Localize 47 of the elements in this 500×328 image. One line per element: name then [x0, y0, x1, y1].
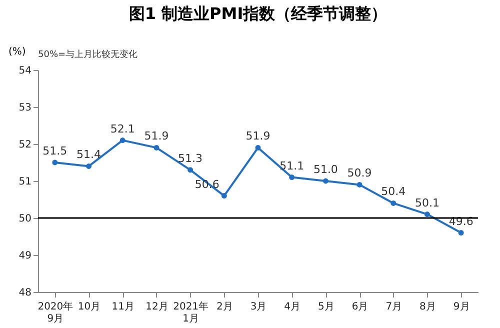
x-tick-label: 7月: [386, 302, 402, 312]
x-tick-label: 12月: [146, 302, 168, 312]
point: [221, 193, 227, 199]
text: 52.1: [110, 122, 135, 136]
point: [120, 138, 126, 144]
text: 50%=与上月比较无变化: [38, 49, 138, 60]
x-tick-label: 2月: [216, 302, 233, 312]
text: 50.1: [414, 196, 440, 210]
text: 51.4: [76, 148, 102, 162]
point: [458, 230, 464, 236]
text: 51.9: [144, 130, 169, 143]
x-tick-label: 2021年 1月: [173, 300, 209, 324]
x-tick-label: 8月: [420, 302, 436, 312]
point: [255, 144, 261, 150]
y-tick-label: 50: [18, 214, 32, 224]
y-tick-label: 54: [18, 66, 32, 76]
y-tick-label: 53: [18, 102, 32, 114]
x-tick-label: 11月: [112, 302, 134, 312]
point: [52, 160, 58, 166]
chart-title: 图1 制造业PMI指数（经季节调整）: [128, 4, 388, 23]
x-tick-label: 6月: [352, 302, 368, 312]
point: [86, 163, 92, 169]
x-tick-label: 5月: [318, 302, 334, 312]
point: [390, 200, 396, 206]
x-tick-label: 3月: [250, 302, 267, 312]
point: [188, 167, 194, 173]
y-tick-label: 49: [18, 250, 32, 262]
y-tick-label: 48: [18, 288, 32, 298]
x-tick-label: 10月: [78, 302, 101, 312]
point: [424, 212, 430, 218]
point: [289, 174, 295, 180]
text: 51.5: [42, 144, 68, 158]
text: 50.9: [347, 166, 372, 180]
text: 51.0: [313, 163, 338, 176]
x-tick-label: 2020年 9月: [38, 300, 74, 324]
text: 50.4: [381, 185, 406, 198]
x-tick-label: 9月: [453, 302, 470, 312]
y-axis-title: (%): [8, 46, 26, 58]
point: [322, 178, 328, 184]
text: 51.1: [280, 159, 304, 172]
text: 51.9: [246, 130, 270, 143]
point: [356, 182, 362, 188]
y-tick-label: 52: [18, 140, 32, 150]
point: [154, 144, 160, 150]
text: 51.3: [178, 152, 203, 165]
y-tick-label: 51: [18, 176, 32, 188]
x-tick-label: 4月: [284, 302, 301, 312]
